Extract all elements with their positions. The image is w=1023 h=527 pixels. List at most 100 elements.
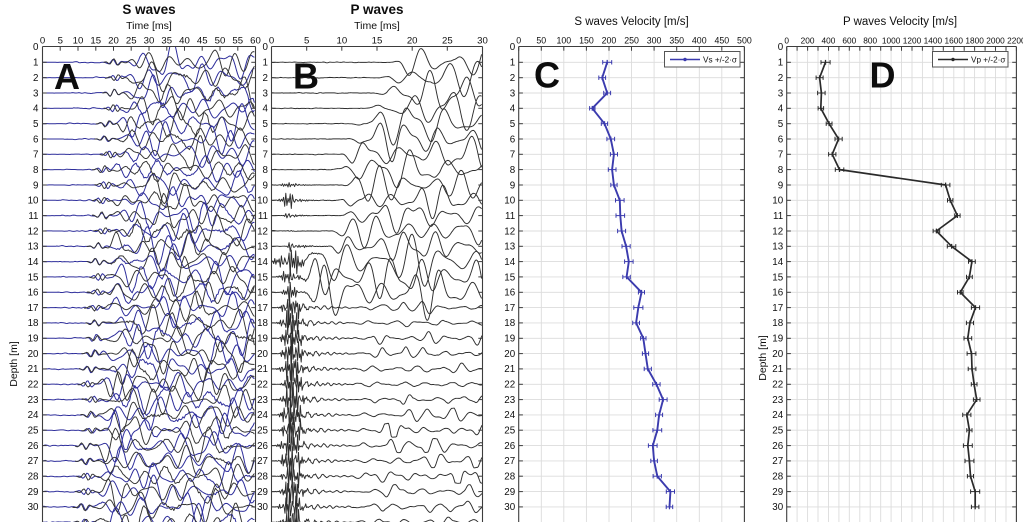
svg-text:16: 16 [257, 288, 268, 299]
svg-text:19: 19 [504, 334, 515, 345]
svg-text:8: 8 [263, 165, 269, 176]
svg-text:11: 11 [773, 211, 783, 222]
svg-text:17: 17 [772, 303, 783, 314]
svg-text:C: C [534, 55, 560, 96]
svg-text:23: 23 [772, 395, 783, 406]
svg-text:17: 17 [257, 303, 268, 314]
svg-text:0: 0 [40, 36, 45, 47]
svg-text:Time [ms]: Time [ms] [126, 20, 172, 32]
svg-text:450: 450 [714, 36, 729, 46]
svg-text:19: 19 [28, 334, 39, 345]
svg-text:17: 17 [28, 303, 39, 314]
svg-text:21: 21 [772, 364, 783, 375]
svg-text:18: 18 [504, 318, 515, 329]
svg-text:Depth [m]: Depth [m] [757, 335, 769, 381]
svg-text:1200: 1200 [903, 36, 922, 46]
svg-text:2: 2 [510, 73, 515, 84]
svg-text:14: 14 [257, 257, 268, 268]
svg-text:0: 0 [269, 36, 274, 47]
svg-text:2: 2 [778, 73, 783, 84]
svg-text:0: 0 [33, 42, 39, 53]
svg-text:13: 13 [772, 242, 783, 253]
svg-text:0: 0 [263, 42, 269, 53]
svg-text:S waves: S waves [122, 2, 175, 17]
svg-text:400: 400 [822, 36, 836, 46]
svg-text:6: 6 [778, 134, 784, 145]
svg-text:3: 3 [778, 88, 784, 99]
svg-text:150: 150 [579, 36, 594, 46]
svg-text:40: 40 [179, 36, 190, 47]
svg-text:0: 0 [516, 36, 521, 46]
svg-text:1400: 1400 [924, 36, 943, 46]
svg-text:12: 12 [772, 226, 783, 237]
svg-text:15: 15 [504, 272, 515, 283]
svg-text:16: 16 [504, 288, 515, 299]
svg-text:6: 6 [263, 134, 269, 145]
svg-text:11: 11 [505, 211, 515, 222]
svg-text:30: 30 [504, 502, 515, 513]
svg-text:14: 14 [772, 257, 783, 268]
svg-text:23: 23 [28, 395, 39, 406]
svg-text:11: 11 [258, 211, 268, 222]
svg-text:30: 30 [772, 502, 783, 513]
svg-text:25: 25 [772, 426, 783, 437]
svg-text:28: 28 [28, 472, 39, 483]
svg-text:16: 16 [772, 288, 783, 299]
svg-text:1: 1 [510, 58, 515, 69]
svg-text:13: 13 [257, 242, 268, 253]
svg-text:1: 1 [33, 58, 38, 69]
svg-text:15: 15 [372, 36, 383, 47]
svg-text:13: 13 [28, 242, 39, 253]
svg-text:25: 25 [126, 36, 137, 47]
svg-text:Vp +/-2·σ: Vp +/-2·σ [971, 56, 1005, 65]
svg-text:12: 12 [28, 226, 39, 237]
svg-text:0: 0 [778, 42, 784, 53]
svg-text:4: 4 [778, 104, 784, 115]
svg-text:55: 55 [232, 36, 243, 47]
svg-text:9: 9 [263, 180, 268, 191]
svg-text:25: 25 [28, 426, 39, 437]
svg-text:60: 60 [250, 36, 261, 47]
svg-text:1800: 1800 [965, 36, 984, 46]
svg-text:27: 27 [504, 456, 515, 467]
svg-text:26: 26 [28, 441, 39, 452]
svg-text:8: 8 [33, 165, 39, 176]
svg-text:15: 15 [90, 36, 101, 47]
svg-text:Depth [m]: Depth [m] [8, 341, 20, 387]
svg-text:18: 18 [257, 318, 268, 329]
svg-text:3: 3 [33, 88, 39, 99]
svg-text:1: 1 [263, 58, 268, 69]
svg-text:28: 28 [772, 472, 783, 483]
svg-text:2000: 2000 [986, 36, 1005, 46]
svg-text:12: 12 [504, 226, 515, 237]
svg-text:B: B [293, 56, 319, 97]
svg-text:16: 16 [28, 288, 39, 299]
svg-text:27: 27 [772, 456, 783, 467]
svg-text:10: 10 [257, 196, 268, 207]
svg-text:22: 22 [257, 380, 268, 391]
svg-text:200: 200 [602, 36, 617, 46]
svg-text:27: 27 [257, 456, 268, 467]
svg-text:7: 7 [778, 150, 783, 161]
svg-text:18: 18 [772, 318, 783, 329]
svg-text:29: 29 [772, 487, 783, 498]
svg-text:25: 25 [257, 426, 268, 437]
svg-text:350: 350 [669, 36, 684, 46]
svg-text:3: 3 [510, 88, 516, 99]
svg-text:24: 24 [28, 410, 39, 421]
svg-text:25: 25 [504, 426, 515, 437]
svg-text:20: 20 [407, 36, 418, 47]
svg-text:20: 20 [28, 349, 39, 360]
svg-text:15: 15 [28, 272, 39, 283]
svg-text:10: 10 [73, 36, 84, 47]
svg-text:7: 7 [33, 150, 38, 161]
svg-text:23: 23 [257, 395, 268, 406]
svg-text:19: 19 [772, 334, 783, 345]
svg-text:22: 22 [772, 380, 783, 391]
svg-text:13: 13 [504, 242, 515, 253]
svg-text:600: 600 [842, 36, 856, 46]
svg-text:14: 14 [28, 257, 39, 268]
svg-text:5: 5 [304, 36, 309, 47]
svg-text:Vs +/-2·σ: Vs +/-2·σ [703, 56, 737, 65]
svg-text:35: 35 [161, 36, 172, 47]
